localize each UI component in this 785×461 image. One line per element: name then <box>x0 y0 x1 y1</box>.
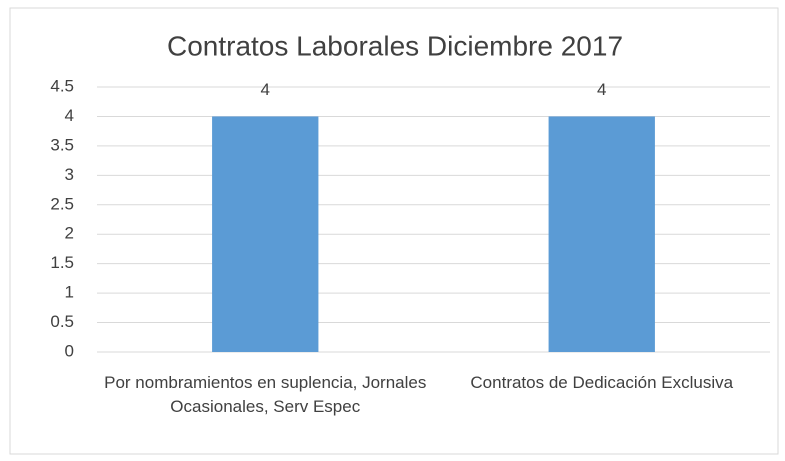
x-tick-label: Por nombramientos en suplencia, Jornales… <box>104 373 427 416</box>
y-tick-label: 4 <box>65 106 74 125</box>
y-tick-label: 3 <box>65 165 74 184</box>
bar <box>212 116 319 352</box>
data-label: 4 <box>597 80 606 99</box>
bar <box>548 116 655 352</box>
chart-title: Contratos Laborales Diciembre 2017 <box>167 30 623 61</box>
y-tick-label: 2.5 <box>50 194 74 213</box>
y-tick-label: 0.5 <box>50 312 74 331</box>
data-label: 4 <box>261 80 270 99</box>
y-tick-label: 2 <box>65 224 74 243</box>
y-tick-label: 4.5 <box>50 76 74 95</box>
y-tick-label: 0 <box>65 341 74 360</box>
y-tick-label: 3.5 <box>50 135 74 154</box>
y-tick-label: 1 <box>65 283 74 302</box>
y-tick-label: 1.5 <box>50 253 74 272</box>
x-tick-label: Contratos de Dedicación Exclusiva <box>470 373 734 392</box>
